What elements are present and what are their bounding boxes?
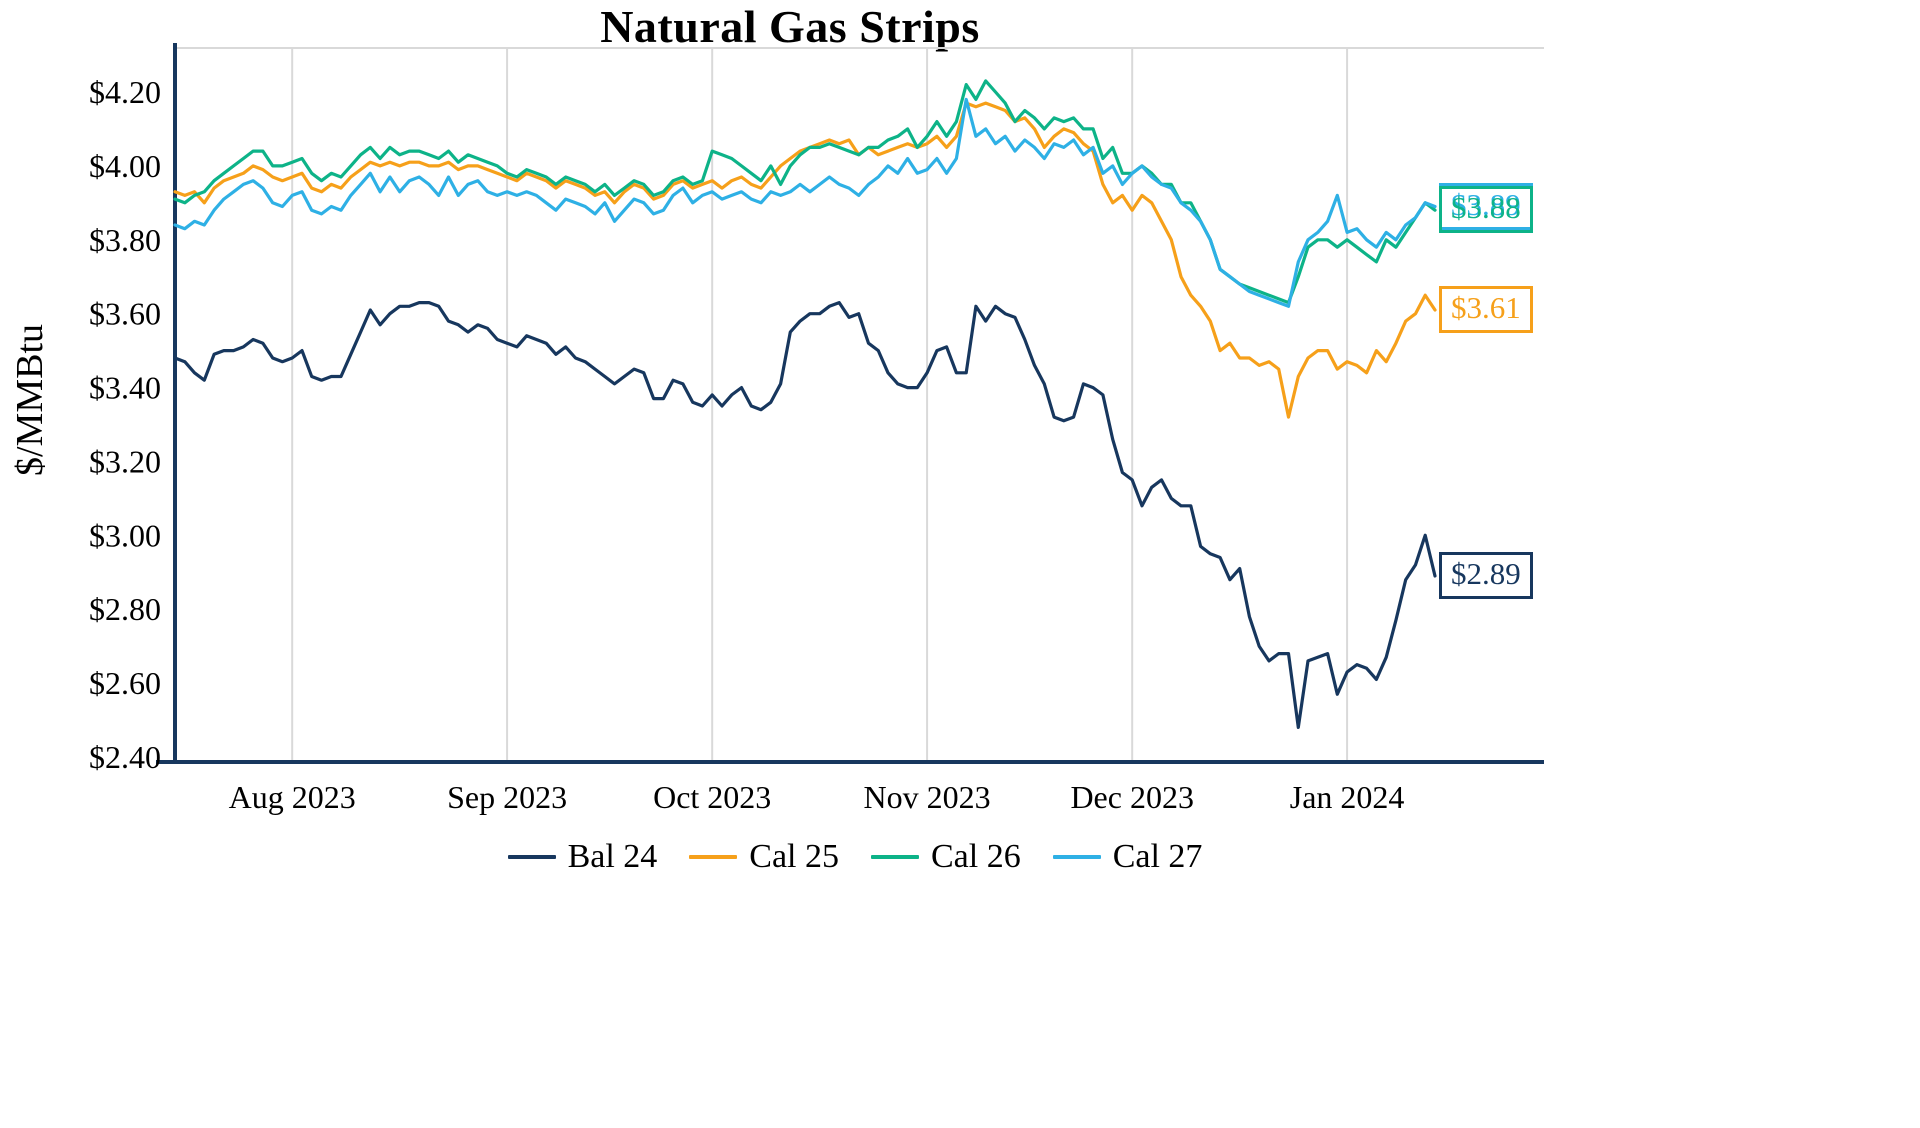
y-tick-label-420: $4.20 bbox=[89, 74, 161, 110]
x-tick-label-sep-2023: Sep 2023 bbox=[447, 779, 567, 815]
y-tick-label-260: $2.60 bbox=[89, 665, 161, 701]
legend-swatch-cal-27 bbox=[1052, 855, 1101, 859]
y-tick-label-320: $3.20 bbox=[89, 443, 161, 479]
x-tick-label-oct-2023: Oct 2023 bbox=[653, 779, 771, 815]
series-line-bal-24 bbox=[173, 301, 1437, 730]
x-tick-label-dec-2023: Dec 2023 bbox=[1070, 779, 1194, 815]
y-tick-label-280: $2.80 bbox=[89, 591, 161, 627]
end-label-cal-26: $3.88 bbox=[1439, 186, 1533, 233]
x-tick-label-jan-2024: Jan 2024 bbox=[1290, 779, 1405, 815]
y-tick-label-240: $2.40 bbox=[89, 739, 161, 775]
series-line-cal-26 bbox=[173, 79, 1437, 305]
legend-swatch-cal-25 bbox=[689, 855, 738, 859]
legend-label-cal-27: Cal 27 bbox=[1112, 838, 1203, 875]
legend-label-cal-26: Cal 26 bbox=[931, 838, 1021, 875]
legend-label-cal-25: Cal 25 bbox=[749, 838, 839, 875]
legend-swatch-bal-24 bbox=[507, 855, 556, 859]
x-tick-label-aug-2023: Aug 2023 bbox=[229, 779, 356, 815]
y-tick-label-380: $3.80 bbox=[89, 222, 161, 258]
legend-item-cal-27: Cal 27 bbox=[1052, 838, 1203, 876]
y-tick-label-300: $3.00 bbox=[89, 517, 161, 553]
y-tick-label-340: $3.40 bbox=[89, 370, 161, 406]
end-label-cal-25: $3.61 bbox=[1439, 286, 1533, 333]
legend: Bal 24 Cal 25 Cal 26 Cal 27 bbox=[0, 838, 1710, 876]
legend-swatch-cal-26 bbox=[871, 855, 919, 859]
x-tick-label-nov-2023: Nov 2023 bbox=[864, 779, 991, 815]
legend-label-bal-24: Bal 24 bbox=[567, 838, 658, 875]
series-line-cal-27 bbox=[173, 97, 1437, 308]
legend-item-cal-26: Cal 26 bbox=[871, 838, 1021, 876]
y-tick-label-400: $4.00 bbox=[89, 148, 161, 184]
end-label-bal-24: $2.89 bbox=[1439, 552, 1533, 599]
chart-title: Natural Gas Strips bbox=[600, 1, 980, 52]
legend-item-cal-25: Cal 25 bbox=[689, 838, 839, 876]
y-tick-label-360: $3.60 bbox=[89, 296, 161, 332]
legend-item-bal-24: Bal 24 bbox=[507, 838, 658, 876]
